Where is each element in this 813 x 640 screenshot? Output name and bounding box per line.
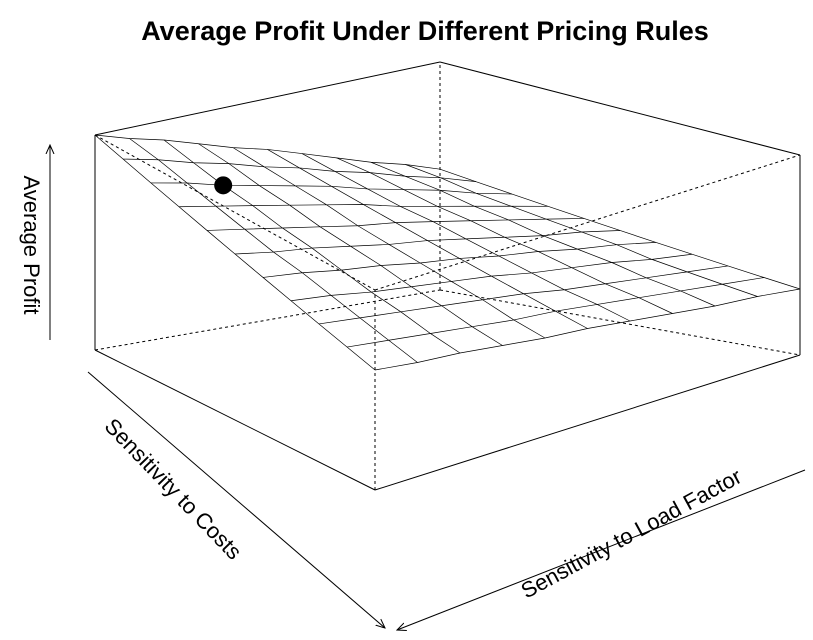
surface-line: [405, 164, 758, 297]
surface-line: [163, 139, 461, 354]
surface-line: [336, 157, 673, 314]
optimum-point: [214, 176, 233, 195]
surface-line: [318, 265, 729, 325]
chart-title: Average Profit Under Different Pricing R…: [141, 16, 709, 46]
box-edge: [439, 61, 801, 156]
surface-line: [232, 147, 546, 339]
y-axis-label: Sensitivity to Load Factor: [517, 464, 746, 604]
box-edge: [94, 289, 441, 351]
box: [94, 61, 801, 491]
surface-line: [122, 158, 477, 182]
x-axis-arrow: [87, 371, 385, 628]
box-edge: [94, 134, 376, 291]
surface-line: [267, 149, 588, 329]
surface-line: [94, 134, 376, 371]
surface-line: [370, 161, 716, 307]
surface-line: [301, 153, 631, 322]
z-axis-label: Average Profit: [19, 175, 44, 314]
surface-line: [374, 288, 801, 371]
box-edge: [374, 354, 801, 491]
surface-line: [439, 168, 801, 290]
box-edge: [374, 154, 801, 291]
surface-line: [198, 143, 503, 346]
y-axis-arrow: [397, 469, 806, 630]
x-axis-label: Sensitivity to Costs: [100, 413, 247, 564]
surface-line: [150, 182, 513, 195]
box-edge: [94, 61, 441, 136]
box-edge: [94, 349, 376, 491]
surface: [94, 134, 801, 371]
surface-line: [129, 138, 418, 363]
surface-line: [234, 230, 621, 255]
surface-line: [94, 134, 441, 170]
surface-line: [346, 277, 765, 348]
